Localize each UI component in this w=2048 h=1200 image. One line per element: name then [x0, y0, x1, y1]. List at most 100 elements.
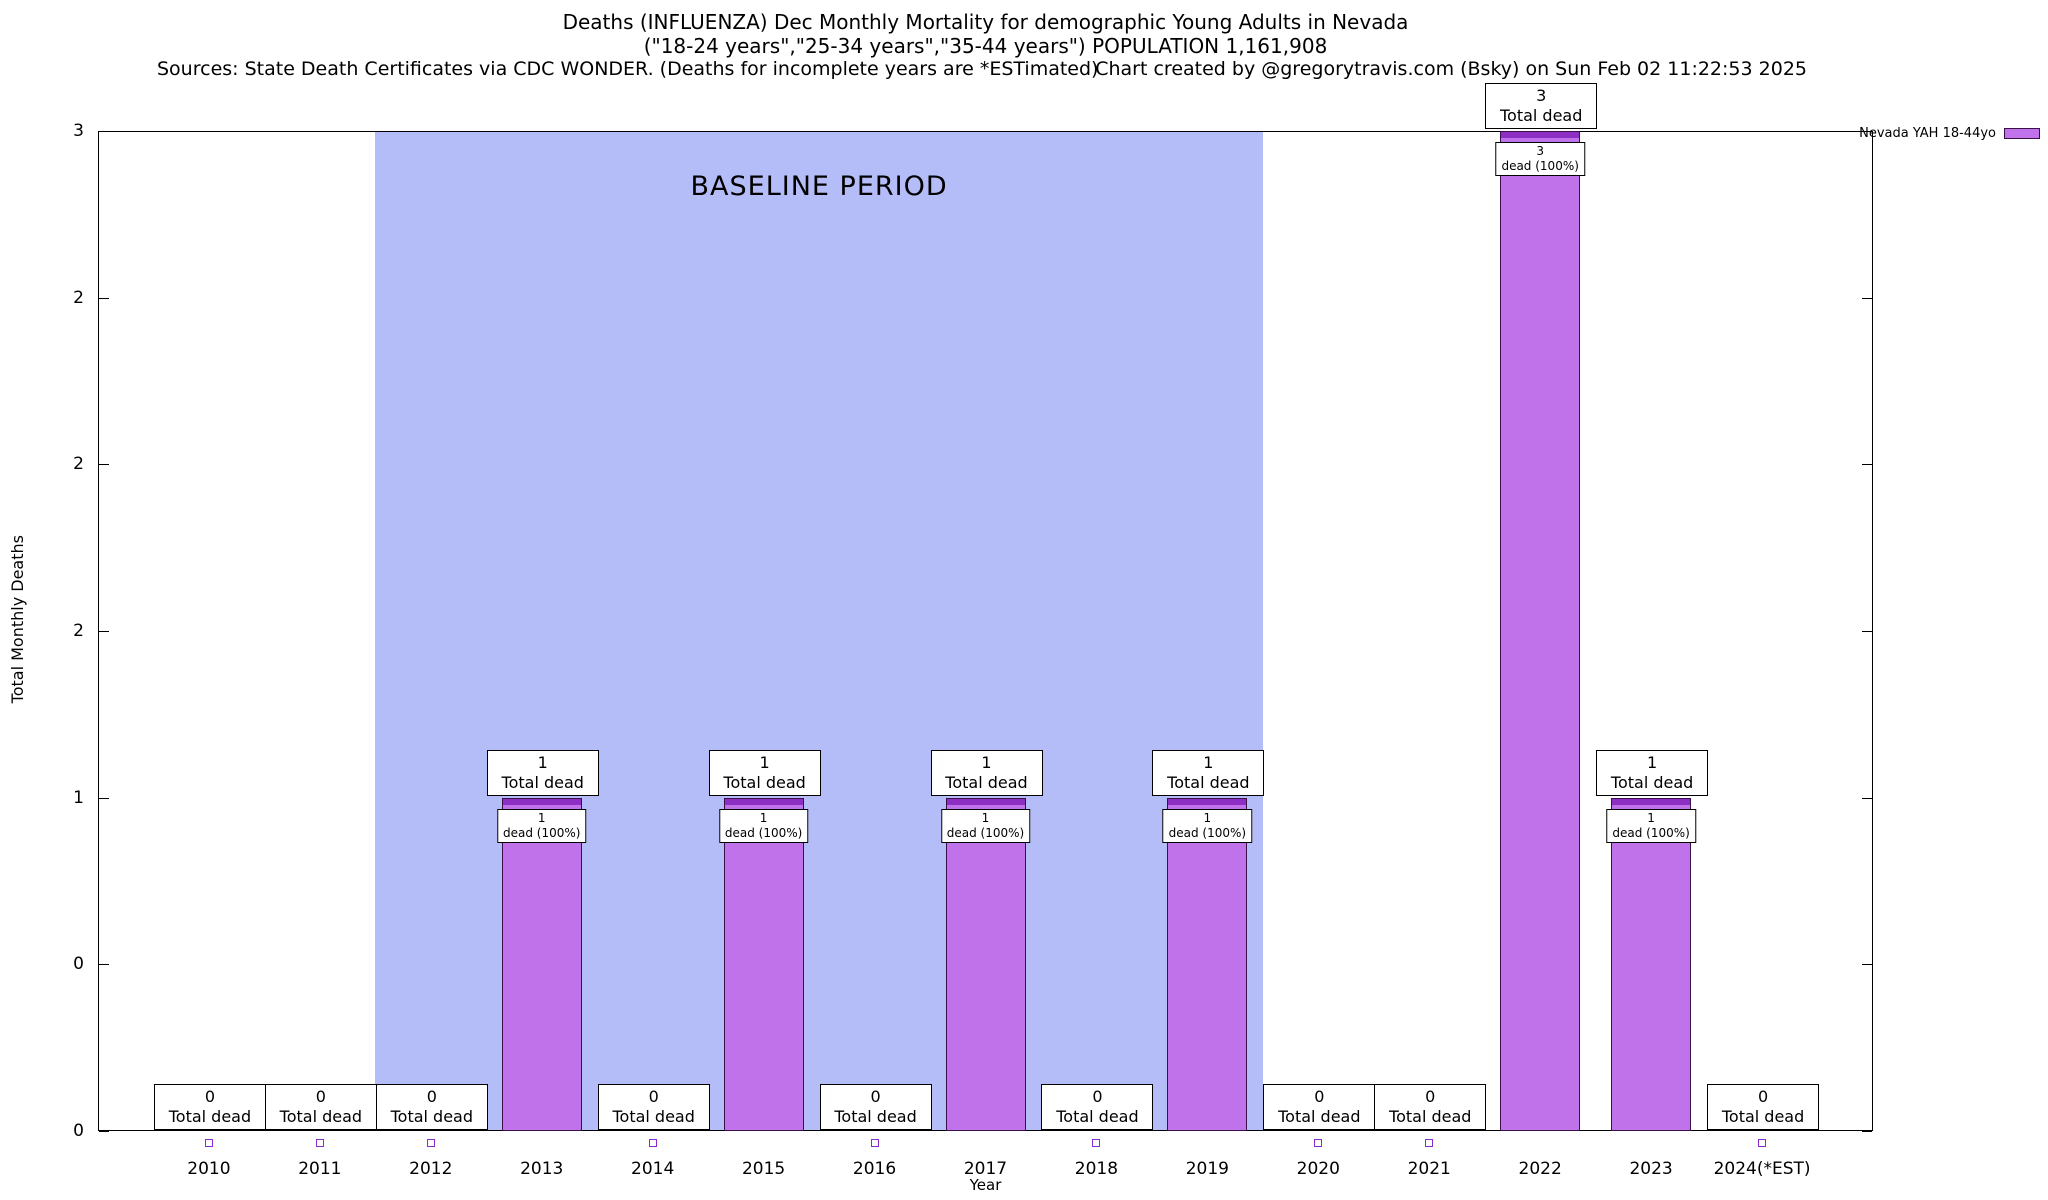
chart-credit-note: Chart created by @gregorytravis.com (Bsk… [1095, 58, 1807, 80]
y-tick [99, 297, 109, 299]
bar-cap [1612, 798, 1691, 805]
total-label-2022: 3 Total dead [1485, 83, 1598, 129]
y-tick-label: 2 [73, 454, 84, 475]
y-tick-mirror [1862, 297, 1872, 299]
bar-breakdown-pct: dead (100%) [1168, 825, 1247, 840]
bar-breakdown-count: 1 [981, 810, 990, 825]
x-tick-label: 2011 [298, 1159, 342, 1179]
y-tick-mirror [1862, 1131, 1872, 1132]
bar-breakdown-box: 1 dead (100%) [718, 808, 809, 843]
bar-breakdown-box: 1 dead (100%) [940, 808, 1031, 843]
y-tick-label: 2 [73, 621, 84, 641]
y-tick-label: 1 [73, 787, 84, 808]
bar-breakdown-pct: dead (100%) [724, 825, 803, 840]
total-label-2019: 1 Total dead [1152, 749, 1265, 796]
total-dead-label: Total dead [1610, 772, 1694, 792]
total-dead-label: Total dead [945, 772, 1028, 792]
total-dead-count: 0 [426, 1087, 437, 1106]
x-tick-label: 2013 [520, 1159, 564, 1179]
x-tick-label: 2022 [1518, 1159, 1562, 1179]
total-dead-label: Total dead [1278, 1107, 1361, 1126]
total-label-2016: 0 Total dead [819, 1084, 932, 1130]
bar-breakdown-count: 1 [537, 810, 546, 825]
bar-2015: 1 dead (100%) [718, 797, 809, 1131]
zero-marker-2018 [1092, 1139, 1101, 1147]
y-tick [99, 797, 109, 799]
zero-marker-2012 [426, 1139, 435, 1147]
legend-swatch [2004, 128, 2040, 139]
bar-breakdown-box: 1 dead (100%) [1606, 808, 1696, 843]
x-tick-label: 2010 [187, 1159, 231, 1179]
chart-title: Deaths (INFLUENZA) Dec Monthly Mortality… [562, 10, 1409, 34]
bar-cap [946, 798, 1025, 805]
bar-2019: 1 dead (100%) [1162, 797, 1253, 1131]
bar-breakdown-pct: dead (100%) [946, 825, 1025, 840]
total-dead-label: Total dead [834, 1107, 917, 1126]
total-dead-count: 0 [1092, 1087, 1103, 1106]
y-tick-mirror [1862, 964, 1872, 966]
zero-marker-2024(*EST) [1758, 1139, 1767, 1147]
zero-marker-2014 [648, 1139, 657, 1147]
zero-marker-2011 [315, 1139, 324, 1147]
bar-cap [1168, 798, 1247, 805]
total-label-2020: 0 Total dead [1263, 1084, 1376, 1130]
x-tick-label: 2016 [852, 1159, 897, 1179]
total-dead-count: 1 [537, 752, 548, 772]
y-tick-mirror [1862, 797, 1872, 799]
bar-breakdown-count: 1 [759, 810, 768, 825]
bar-cap [724, 798, 803, 805]
total-label-2021: 0 Total dead [1374, 1084, 1487, 1130]
y-tick [99, 464, 109, 466]
total-dead-label: Total dead [501, 772, 584, 792]
total-dead-label: Total dead [279, 1107, 363, 1126]
total-label-2014: 0 Total dead [597, 1084, 710, 1130]
total-dead-label: Total dead [612, 1107, 695, 1126]
x-tick-label: 2012 [409, 1159, 453, 1179]
total-dead-label: Total dead [1499, 106, 1583, 125]
total-label-2015: 1 Total dead [708, 749, 821, 796]
total-dead-count: 0 [1425, 1087, 1436, 1106]
zero-marker-2020 [1314, 1139, 1323, 1147]
chart-sources-note: Sources: State Death Certificates via CD… [157, 58, 1099, 80]
y-tick-label: 0 [73, 954, 84, 975]
total-dead-count: 0 [870, 1087, 881, 1106]
zero-marker-2010 [204, 1139, 213, 1147]
bar-breakdown-box: 1 dead (100%) [497, 808, 587, 843]
total-label-2023: 1 Total dead [1596, 749, 1709, 796]
total-label-2011: 0 Total dead [264, 1084, 377, 1130]
y-axis-label: Total Monthly Deaths [8, 535, 27, 704]
total-dead-count: 0 [648, 1087, 659, 1106]
x-tick-label: 2023 [1629, 1159, 1673, 1179]
bar-2023: 1 dead (100%) [1606, 797, 1696, 1131]
total-dead-count: 1 [759, 752, 770, 772]
total-dead-count: 1 [1647, 752, 1658, 772]
chart-subtitle: ("18-24 years","25-34 years","35-44 year… [643, 34, 1328, 58]
total-label-2017: 1 Total dead [930, 749, 1043, 796]
total-dead-count: 0 [1314, 1087, 1325, 1106]
bar-2013: 1 dead (100%) [497, 797, 587, 1131]
x-tick-label: 2018 [1074, 1159, 1119, 1179]
total-dead-label: Total dead [168, 1107, 252, 1126]
bar-breakdown-pct: dead (100%) [503, 825, 581, 840]
total-label-2010: 0 Total dead [153, 1084, 266, 1130]
total-dead-label: Total dead [390, 1107, 474, 1126]
x-tick-label: 2021 [1407, 1159, 1451, 1179]
y-tick [99, 1131, 109, 1132]
x-tick-label: 2015 [741, 1159, 786, 1179]
x-tick-label: 2020 [1296, 1159, 1340, 1179]
y-tick-label: 0 [73, 1121, 84, 1141]
bar-breakdown-box: 3 dead (100%) [1495, 142, 1585, 176]
bar-cap [1501, 132, 1580, 138]
baseline-period-label: BASELINE PERIOD [690, 171, 948, 202]
bar-2022: 3 dead (100%) [1495, 131, 1585, 1131]
total-dead-count: 0 [315, 1087, 326, 1106]
total-dead-count: 0 [204, 1087, 216, 1106]
total-label-2024(*EST): 0 Total dead [1707, 1084, 1820, 1130]
bar-breakdown-pct: dead (100%) [1612, 825, 1690, 840]
legend-label: Nevada YAH 18-44yo [1859, 126, 1996, 141]
bar-breakdown-box: 1 dead (100%) [1162, 808, 1253, 843]
total-dead-label: Total dead [723, 772, 806, 792]
total-label-2013: 1 Total dead [486, 749, 599, 796]
total-dead-count: 1 [981, 752, 992, 772]
